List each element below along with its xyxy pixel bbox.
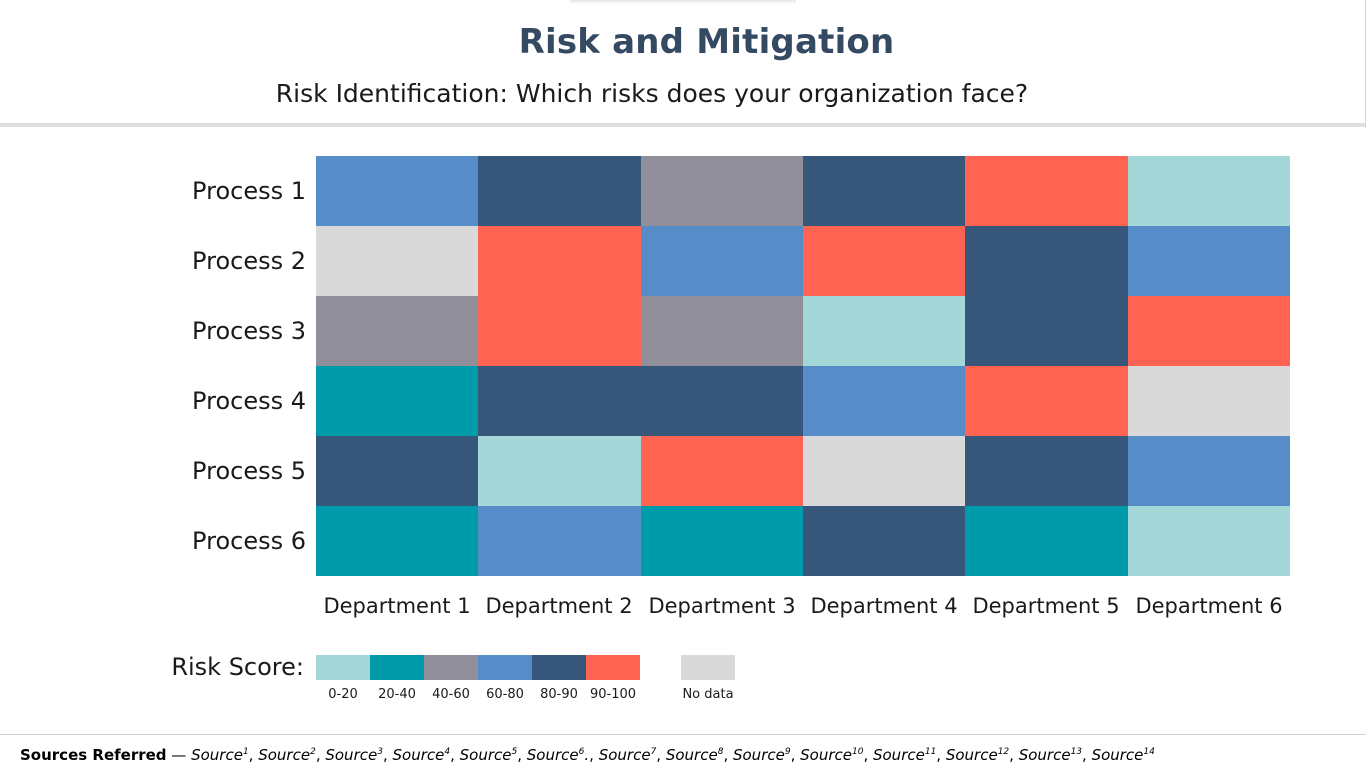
heatmap-cell <box>1128 366 1290 436</box>
heatmap-cell <box>1128 506 1290 576</box>
source-item: Source3 <box>325 746 383 764</box>
row-label: Process 4 <box>192 387 306 415</box>
heatmap-cell <box>641 296 803 366</box>
heatmap-cell <box>641 506 803 576</box>
source-item: Source13 <box>1018 746 1083 764</box>
heatmap-cell <box>803 366 965 436</box>
header-divider <box>0 123 1366 127</box>
heatmap-cell <box>478 296 641 366</box>
row-label: Process 1 <box>192 177 306 205</box>
heatmap-cell <box>316 436 478 506</box>
legend-label: 40-60 <box>432 687 470 702</box>
source-item: Source9 <box>732 746 791 764</box>
source-item: Source14 <box>1091 746 1155 764</box>
column-label: Department 3 <box>648 594 796 618</box>
heatmap-cell <box>1128 226 1290 296</box>
heatmap-cell <box>316 226 478 296</box>
row-label: Process 6 <box>192 527 306 555</box>
legend-label: 20-40 <box>378 687 416 702</box>
heatmap-cell <box>965 436 1128 506</box>
legend-swatch-no-data <box>681 655 735 680</box>
page-subtitle: Risk Identification: Which risks does yo… <box>275 79 1029 108</box>
legend-swatch <box>370 655 424 680</box>
source-item: Source6. <box>526 746 590 764</box>
legend-swatch <box>532 655 586 680</box>
page-title: Risk and Mitigation <box>518 22 895 62</box>
source-item: Source8 <box>665 746 724 764</box>
heatmap-cell <box>478 436 641 506</box>
heatmap-cell <box>641 436 803 506</box>
row-label: Process 2 <box>192 247 306 275</box>
heatmap-cell <box>965 156 1128 226</box>
row-label: Process 3 <box>192 317 306 345</box>
heatmap-cell <box>478 506 641 576</box>
heatmap-cell <box>478 226 641 296</box>
heatmap-cell <box>803 296 965 366</box>
heatmap-cell <box>478 366 641 436</box>
heatmap-cell <box>965 366 1128 436</box>
heatmap-cell <box>803 226 965 296</box>
heatmap-cell <box>965 506 1128 576</box>
column-label: Department 4 <box>810 594 958 618</box>
source-item: Source11 <box>872 746 937 764</box>
source-item: Source7 <box>598 746 657 764</box>
legend-title: Risk Score: <box>171 653 304 681</box>
source-item: Source4 <box>392 746 451 764</box>
heatmap-cell <box>641 366 803 436</box>
column-label: Department 1 <box>323 594 471 618</box>
heatmap-cell <box>316 156 478 226</box>
legend-label: 80-90 <box>540 687 578 702</box>
heatmap-cell <box>803 156 965 226</box>
legend-label: 60-80 <box>486 687 524 702</box>
sources-heading: Sources Referred <box>20 746 167 764</box>
column-label: Department 2 <box>485 594 633 618</box>
legend-label-no-data: No data <box>682 687 734 702</box>
source-item: Source2 <box>258 746 316 764</box>
column-label: Department 6 <box>1135 594 1283 618</box>
top-shadow <box>570 0 796 4</box>
heatmap-cell <box>965 226 1128 296</box>
sources-footer: Sources Referred — Source1, Source2, Sou… <box>20 746 1155 764</box>
row-label: Process 5 <box>192 457 306 485</box>
legend-swatch <box>316 655 370 680</box>
heatmap-cell <box>1128 436 1290 506</box>
source-item: Source5 <box>459 746 518 764</box>
legend-swatch <box>424 655 478 680</box>
legend-swatch <box>478 655 532 680</box>
heatmap-cell <box>965 296 1128 366</box>
heatmap-cell <box>316 366 478 436</box>
source-item: Source1 <box>191 746 249 764</box>
heatmap-cell <box>803 506 965 576</box>
column-label: Department 5 <box>972 594 1120 618</box>
heatmap-cell <box>803 436 965 506</box>
heatmap-cell <box>316 296 478 366</box>
heatmap-cell <box>478 156 641 226</box>
footer-divider <box>0 734 1366 735</box>
heatmap-cell <box>1128 156 1290 226</box>
source-item: Source12 <box>945 746 1010 764</box>
heatmap-cell <box>1128 296 1290 366</box>
heatmap-cell <box>641 226 803 296</box>
sources-dash: — <box>166 746 192 764</box>
source-item: Source10 <box>800 746 864 764</box>
legend-label: 0-20 <box>328 687 358 702</box>
source-list: Source1, Source2, Source3, Source4, Sour… <box>191 746 1155 764</box>
legend-swatch <box>586 655 640 680</box>
heatmap-cell <box>316 506 478 576</box>
legend-label: 90-100 <box>589 687 637 702</box>
heatmap-cell <box>641 156 803 226</box>
